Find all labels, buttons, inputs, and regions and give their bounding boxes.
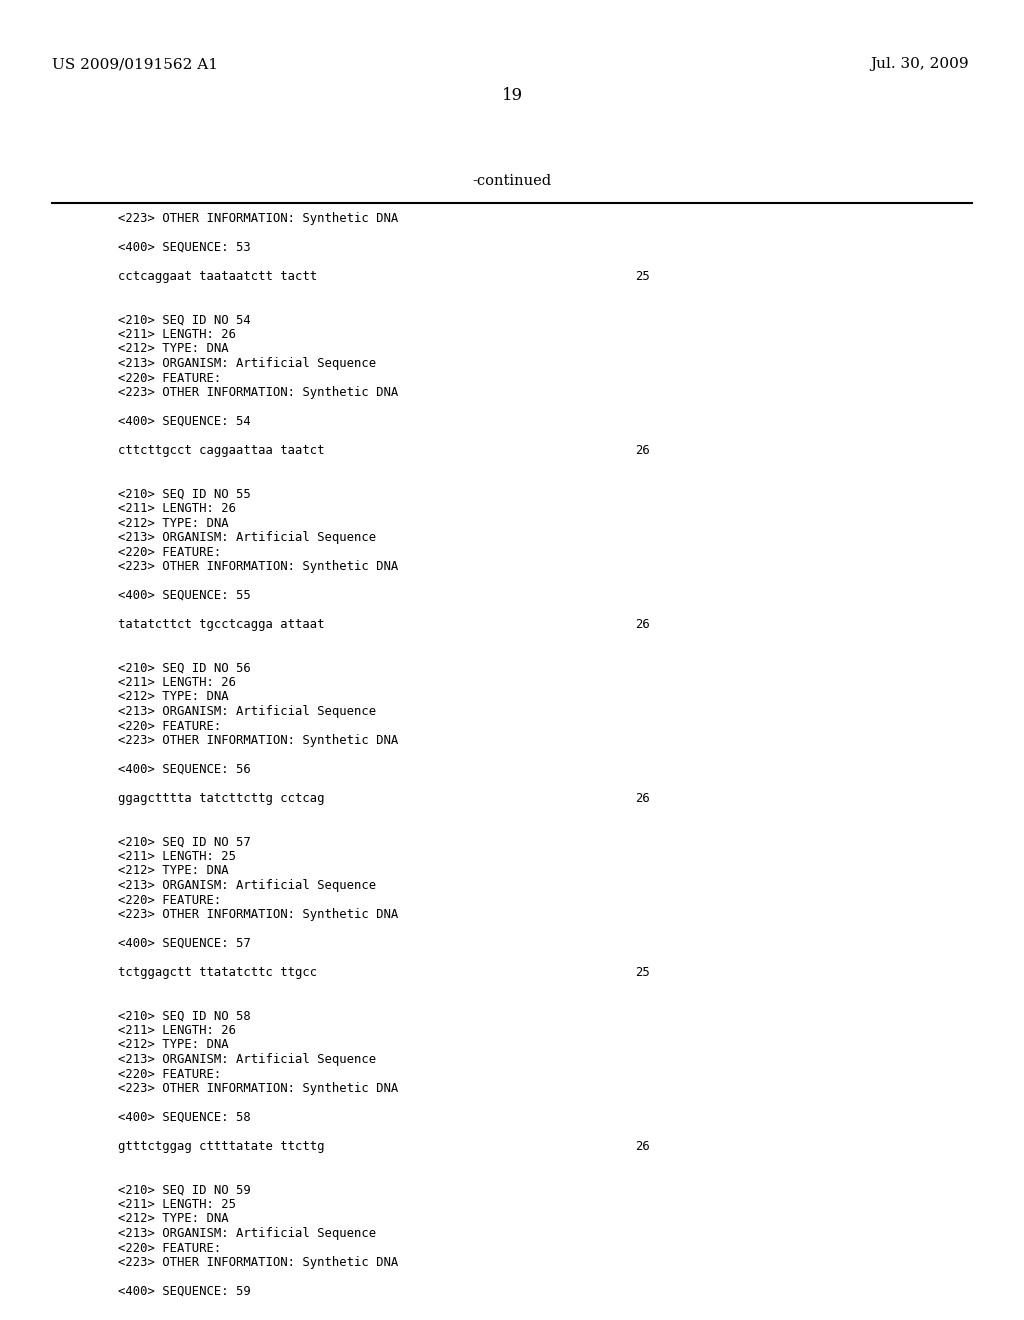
Text: ggagctttta tatcttcttg cctcag: ggagctttta tatcttcttg cctcag	[118, 792, 325, 805]
Text: <223> OTHER INFORMATION: Synthetic DNA: <223> OTHER INFORMATION: Synthetic DNA	[118, 385, 398, 399]
Text: <400> SEQUENCE: 57: <400> SEQUENCE: 57	[118, 937, 251, 950]
Text: <212> TYPE: DNA: <212> TYPE: DNA	[118, 865, 228, 878]
Text: <400> SEQUENCE: 54: <400> SEQUENCE: 54	[118, 414, 251, 428]
Text: <210> SEQ ID NO 54: <210> SEQ ID NO 54	[118, 314, 251, 326]
Text: <223> OTHER INFORMATION: Synthetic DNA: <223> OTHER INFORMATION: Synthetic DNA	[118, 1257, 398, 1269]
Text: <220> FEATURE:: <220> FEATURE:	[118, 1068, 221, 1081]
Text: <210> SEQ ID NO 55: <210> SEQ ID NO 55	[118, 487, 251, 500]
Text: <400> SEQUENCE: 59: <400> SEQUENCE: 59	[118, 1284, 251, 1298]
Text: tatatcttct tgcctcagga attaat: tatatcttct tgcctcagga attaat	[118, 618, 325, 631]
Text: <213> ORGANISM: Artificial Sequence: <213> ORGANISM: Artificial Sequence	[118, 1228, 376, 1239]
Text: <210> SEQ ID NO 57: <210> SEQ ID NO 57	[118, 836, 251, 849]
Text: <213> ORGANISM: Artificial Sequence: <213> ORGANISM: Artificial Sequence	[118, 1053, 376, 1067]
Text: <210> SEQ ID NO 56: <210> SEQ ID NO 56	[118, 661, 251, 675]
Text: <223> OTHER INFORMATION: Synthetic DNA: <223> OTHER INFORMATION: Synthetic DNA	[118, 734, 398, 747]
Text: 25: 25	[635, 966, 650, 979]
Text: <220> FEATURE:: <220> FEATURE:	[118, 1242, 221, 1254]
Text: <213> ORGANISM: Artificial Sequence: <213> ORGANISM: Artificial Sequence	[118, 531, 376, 544]
Text: 26: 26	[635, 792, 650, 805]
Text: tctggagctt ttatatcttc ttgcc: tctggagctt ttatatcttc ttgcc	[118, 966, 317, 979]
Text: 26: 26	[635, 1140, 650, 1152]
Text: <400> SEQUENCE: 53: <400> SEQUENCE: 53	[118, 242, 251, 253]
Text: cttcttgcct caggaattaa taatct: cttcttgcct caggaattaa taatct	[118, 444, 325, 457]
Text: <223> OTHER INFORMATION: Synthetic DNA: <223> OTHER INFORMATION: Synthetic DNA	[118, 213, 398, 224]
Text: 26: 26	[635, 618, 650, 631]
Text: 25: 25	[635, 271, 650, 282]
Text: <213> ORGANISM: Artificial Sequence: <213> ORGANISM: Artificial Sequence	[118, 705, 376, 718]
Text: -continued: -continued	[472, 174, 552, 187]
Text: <211> LENGTH: 26: <211> LENGTH: 26	[118, 502, 236, 515]
Text: <210> SEQ ID NO 59: <210> SEQ ID NO 59	[118, 1184, 251, 1196]
Text: <211> LENGTH: 25: <211> LENGTH: 25	[118, 850, 236, 863]
Text: <400> SEQUENCE: 55: <400> SEQUENCE: 55	[118, 589, 251, 602]
Text: cctcaggaat taataatctt tactt: cctcaggaat taataatctt tactt	[118, 271, 317, 282]
Text: <223> OTHER INFORMATION: Synthetic DNA: <223> OTHER INFORMATION: Synthetic DNA	[118, 560, 398, 573]
Text: <212> TYPE: DNA: <212> TYPE: DNA	[118, 690, 228, 704]
Text: <211> LENGTH: 25: <211> LENGTH: 25	[118, 1199, 236, 1210]
Text: <223> OTHER INFORMATION: Synthetic DNA: <223> OTHER INFORMATION: Synthetic DNA	[118, 908, 398, 921]
Text: <212> TYPE: DNA: <212> TYPE: DNA	[118, 1213, 228, 1225]
Text: <211> LENGTH: 26: <211> LENGTH: 26	[118, 1024, 236, 1038]
Text: <211> LENGTH: 26: <211> LENGTH: 26	[118, 676, 236, 689]
Text: <213> ORGANISM: Artificial Sequence: <213> ORGANISM: Artificial Sequence	[118, 879, 376, 892]
Text: <212> TYPE: DNA: <212> TYPE: DNA	[118, 1039, 228, 1052]
Text: <212> TYPE: DNA: <212> TYPE: DNA	[118, 516, 228, 529]
Text: <220> FEATURE:: <220> FEATURE:	[118, 371, 221, 384]
Text: US 2009/0191562 A1: US 2009/0191562 A1	[52, 57, 218, 71]
Text: <211> LENGTH: 26: <211> LENGTH: 26	[118, 327, 236, 341]
Text: <400> SEQUENCE: 58: <400> SEQUENCE: 58	[118, 1111, 251, 1125]
Text: <223> OTHER INFORMATION: Synthetic DNA: <223> OTHER INFORMATION: Synthetic DNA	[118, 1082, 398, 1096]
Text: <220> FEATURE:: <220> FEATURE:	[118, 545, 221, 558]
Text: <220> FEATURE:: <220> FEATURE:	[118, 719, 221, 733]
Text: 26: 26	[635, 444, 650, 457]
Text: <400> SEQUENCE: 56: <400> SEQUENCE: 56	[118, 763, 251, 776]
Text: Jul. 30, 2009: Jul. 30, 2009	[870, 57, 969, 71]
Text: <212> TYPE: DNA: <212> TYPE: DNA	[118, 342, 228, 355]
Text: 19: 19	[502, 87, 522, 104]
Text: <220> FEATURE:: <220> FEATURE:	[118, 894, 221, 907]
Text: <213> ORGANISM: Artificial Sequence: <213> ORGANISM: Artificial Sequence	[118, 356, 376, 370]
Text: gtttctggag cttttatate ttcttg: gtttctggag cttttatate ttcttg	[118, 1140, 325, 1152]
Text: <210> SEQ ID NO 58: <210> SEQ ID NO 58	[118, 1010, 251, 1023]
